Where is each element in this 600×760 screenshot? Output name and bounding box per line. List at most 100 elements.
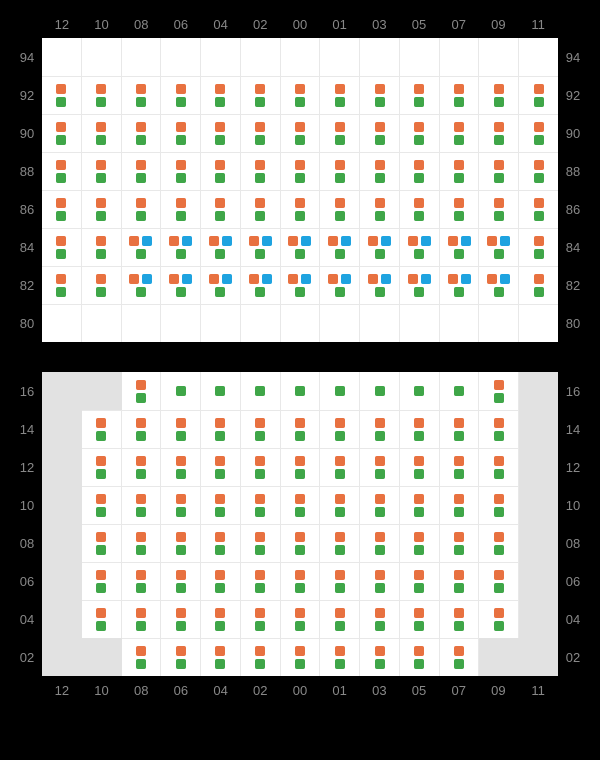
blue-marker bbox=[461, 274, 471, 284]
green-marker bbox=[295, 507, 305, 517]
cell bbox=[360, 228, 400, 266]
orange-marker bbox=[295, 198, 305, 208]
cell bbox=[241, 266, 281, 304]
green-marker bbox=[136, 211, 146, 221]
blue-marker bbox=[381, 274, 391, 284]
green-marker bbox=[335, 386, 345, 396]
col-label: 08 bbox=[121, 683, 161, 698]
orange-marker bbox=[176, 570, 186, 580]
blue-marker bbox=[222, 274, 232, 284]
orange-marker bbox=[494, 198, 504, 208]
orange-marker bbox=[335, 84, 345, 94]
orange-marker bbox=[335, 494, 345, 504]
cell bbox=[360, 152, 400, 190]
cell bbox=[122, 638, 162, 676]
green-marker bbox=[56, 97, 66, 107]
green-marker bbox=[335, 135, 345, 145]
orange-marker bbox=[335, 646, 345, 656]
col-label: 06 bbox=[161, 683, 201, 698]
orange-marker bbox=[215, 456, 225, 466]
cell bbox=[360, 448, 400, 486]
green-marker bbox=[56, 249, 66, 259]
cell bbox=[479, 114, 519, 152]
cell bbox=[479, 228, 519, 266]
green-marker bbox=[136, 287, 146, 297]
cell bbox=[241, 152, 281, 190]
cell bbox=[519, 228, 558, 266]
orange-marker bbox=[375, 198, 385, 208]
green-marker bbox=[375, 211, 385, 221]
cell bbox=[82, 562, 122, 600]
cell bbox=[122, 228, 162, 266]
orange-marker bbox=[56, 236, 66, 246]
orange-marker bbox=[295, 418, 305, 428]
orange-marker bbox=[414, 494, 424, 504]
cell bbox=[281, 152, 321, 190]
green-marker bbox=[335, 431, 345, 441]
green-marker bbox=[454, 135, 464, 145]
cell bbox=[201, 152, 241, 190]
cell bbox=[241, 448, 281, 486]
cell bbox=[400, 228, 440, 266]
green-marker bbox=[255, 545, 265, 555]
cell bbox=[360, 38, 400, 76]
cell bbox=[320, 266, 360, 304]
cell bbox=[320, 486, 360, 524]
cell bbox=[519, 448, 558, 486]
green-marker bbox=[375, 173, 385, 183]
green-marker bbox=[335, 97, 345, 107]
blue-marker bbox=[421, 236, 431, 246]
orange-marker bbox=[414, 122, 424, 132]
col-label: 00 bbox=[280, 17, 320, 32]
row-label-left: 84 bbox=[12, 228, 42, 266]
cell bbox=[360, 638, 400, 676]
orange-marker bbox=[534, 160, 544, 170]
green-marker bbox=[255, 659, 265, 669]
orange-marker bbox=[136, 532, 146, 542]
cell bbox=[122, 524, 162, 562]
blue-marker bbox=[301, 236, 311, 246]
row-label-right: 08 bbox=[558, 524, 588, 562]
orange-marker bbox=[176, 646, 186, 656]
grid-row: 9494 bbox=[12, 38, 588, 76]
orange-marker bbox=[368, 236, 378, 246]
orange-marker bbox=[96, 418, 106, 428]
orange-marker bbox=[215, 608, 225, 618]
orange-marker bbox=[375, 532, 385, 542]
cell bbox=[519, 524, 558, 562]
col-label: 07 bbox=[439, 683, 479, 698]
orange-marker bbox=[215, 198, 225, 208]
orange-marker bbox=[534, 236, 544, 246]
orange-marker bbox=[494, 532, 504, 542]
green-marker bbox=[335, 211, 345, 221]
orange-marker bbox=[136, 198, 146, 208]
orange-marker bbox=[414, 418, 424, 428]
green-marker bbox=[215, 211, 225, 221]
cell bbox=[42, 372, 82, 410]
cell bbox=[519, 38, 558, 76]
grid-row: 1414 bbox=[12, 410, 588, 448]
orange-marker bbox=[408, 236, 418, 246]
orange-marker bbox=[288, 236, 298, 246]
green-marker bbox=[96, 249, 106, 259]
orange-marker bbox=[136, 122, 146, 132]
cell bbox=[440, 486, 480, 524]
cell bbox=[440, 448, 480, 486]
orange-marker bbox=[335, 122, 345, 132]
cell bbox=[82, 38, 122, 76]
row-label-left: 92 bbox=[12, 76, 42, 114]
cell bbox=[122, 152, 162, 190]
cell bbox=[241, 190, 281, 228]
orange-marker bbox=[454, 160, 464, 170]
green-marker bbox=[255, 621, 265, 631]
cell bbox=[82, 76, 122, 114]
green-marker bbox=[255, 469, 265, 479]
cell bbox=[241, 600, 281, 638]
cell bbox=[82, 228, 122, 266]
green-marker bbox=[375, 287, 385, 297]
cell bbox=[479, 524, 519, 562]
col-label: 04 bbox=[201, 683, 241, 698]
green-marker bbox=[56, 211, 66, 221]
cell bbox=[122, 486, 162, 524]
green-marker bbox=[335, 583, 345, 593]
